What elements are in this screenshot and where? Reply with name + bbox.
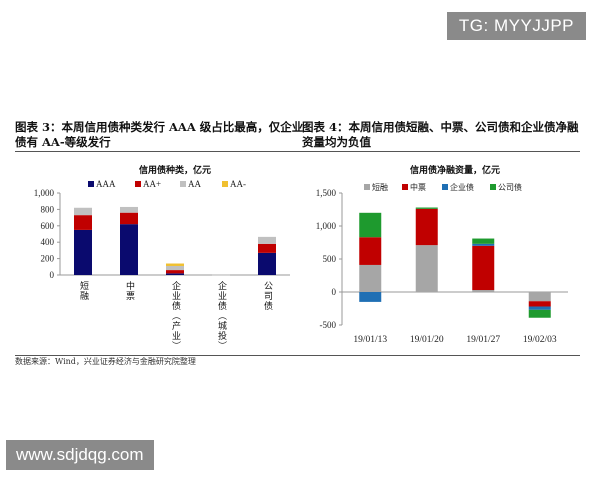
- legend-label: AA: [188, 179, 201, 189]
- bar-segment: [415, 208, 438, 246]
- y-tick-label: 400: [41, 237, 55, 247]
- bar-segment: [415, 245, 438, 292]
- bar-segment: [166, 265, 184, 271]
- y-tick-label: 1,000: [316, 221, 337, 231]
- bar-segment: [258, 243, 276, 253]
- y-tick-label: 0: [50, 270, 55, 280]
- bar-segment: [120, 206, 138, 213]
- bar-segment: [359, 264, 382, 292]
- legend-swatch: [180, 181, 186, 187]
- legend-swatch: [364, 184, 370, 190]
- bar-segment: [415, 207, 438, 209]
- x-tick-label: 19/02/03: [523, 335, 557, 345]
- divider: [15, 151, 300, 152]
- bar-segment: [359, 237, 382, 265]
- bar-segment: [166, 273, 184, 275]
- source-note: 数据来源：Wind，兴业证券经济与金融研究院整理: [15, 357, 196, 366]
- x-tick-label: 公司债: [262, 281, 272, 311]
- x-tick-label: 企业债（产业）: [170, 281, 180, 351]
- y-tick-label: 0: [332, 287, 337, 297]
- chart-3-title: 图表 3：本周信用债种类发行 AAA 级占比最高，仅企业债有 AA-等级发行: [15, 120, 304, 149]
- bar-segment: [472, 290, 495, 292]
- x-tick-label: 中票: [124, 281, 134, 301]
- y-tick-label: -500: [320, 320, 337, 330]
- bar-segment: [528, 301, 551, 307]
- legend-label: 公司债: [498, 182, 522, 192]
- chart-4-title: 图表 4：本周信用债短融、中票、公司债和企业债净融资量均为负值: [302, 120, 579, 149]
- divider: [300, 355, 580, 356]
- bar-segment: [166, 263, 184, 266]
- bar-segment: [472, 238, 495, 244]
- legend-swatch: [135, 181, 141, 187]
- bar-segment: [528, 292, 551, 302]
- bar-segment: [212, 274, 230, 276]
- x-tick-label: 19/01/27: [466, 335, 500, 345]
- bar-segment: [472, 243, 495, 246]
- x-tick-label: 19/01/20: [410, 335, 444, 345]
- bar-segment: [528, 306, 551, 310]
- divider: [300, 151, 580, 152]
- bar-segment: [359, 212, 382, 238]
- y-tick-label: 500: [323, 254, 337, 264]
- bar-segment: [120, 212, 138, 225]
- legend-label: AAA: [96, 179, 116, 189]
- legend-swatch: [88, 181, 94, 187]
- y-tick-label: 600: [41, 221, 55, 231]
- legend-label: 短融: [372, 182, 388, 192]
- legend-swatch: [222, 181, 228, 187]
- y-tick-label: 800: [41, 204, 55, 214]
- legend-swatch: [490, 184, 496, 190]
- bar-segment: [258, 252, 276, 275]
- watermark-top: TG: MYYJJPP: [446, 12, 586, 40]
- x-tick-label: 短融: [78, 281, 88, 301]
- bar-segment: [528, 309, 551, 318]
- x-tick-label: 企业债（城投）: [216, 281, 226, 351]
- chart-4-subtitle: 信用债净融资量，亿元: [409, 166, 500, 176]
- bar-segment: [258, 236, 276, 244]
- legend-label: AA-: [230, 179, 246, 189]
- bar-segment: [472, 245, 495, 291]
- legend-swatch: [402, 184, 408, 190]
- bar-segment: [120, 224, 138, 275]
- y-tick-label: 1,000: [34, 188, 55, 198]
- bar-segment: [74, 207, 92, 216]
- legend-label: AA+: [143, 179, 161, 189]
- bar-segment: [74, 229, 92, 275]
- chart-3-subtitle: 信用债种类，亿元: [138, 166, 211, 176]
- bar-segment: [74, 215, 92, 230]
- bar-segment: [166, 270, 184, 274]
- y-tick-label: 200: [41, 254, 55, 264]
- y-tick-label: 1,500: [316, 188, 337, 198]
- divider: [15, 355, 300, 356]
- bar-segment: [359, 292, 382, 302]
- x-tick-label: 19/01/13: [353, 335, 387, 345]
- legend-swatch: [442, 184, 448, 190]
- watermark-bottom: www.sdjdqg.com: [6, 440, 154, 470]
- legend-label: 企业债: [450, 182, 474, 192]
- legend-label: 中票: [410, 182, 426, 192]
